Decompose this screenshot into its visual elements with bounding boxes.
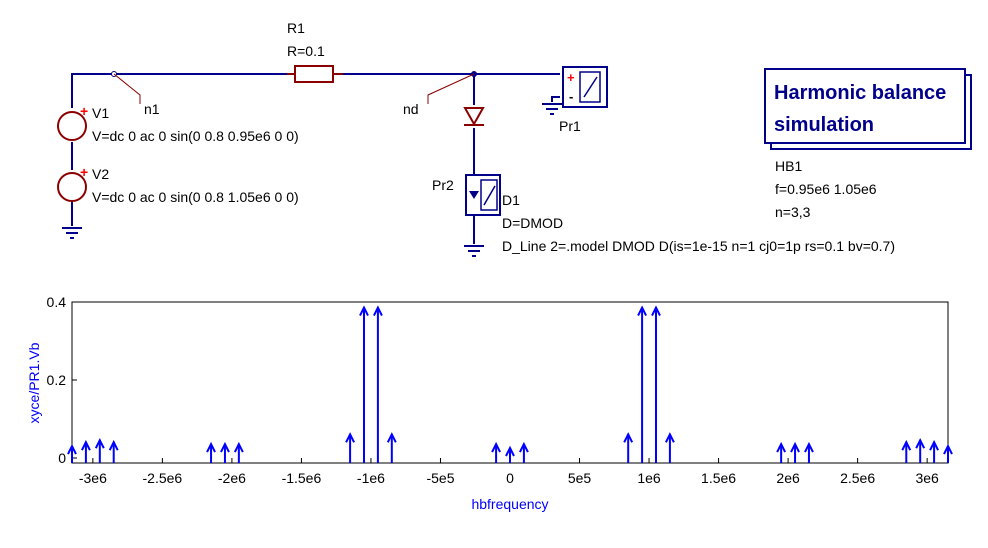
x-tick-label: -1.5e6 [282,470,322,486]
d1-line[interactable]: D_Line 2=.model DMOD D(is=1e-15 n=1 cj0=… [502,238,895,254]
pr2-label[interactable]: Pr2 [432,177,454,193]
ground-icon [62,227,82,239]
v2-params[interactable]: V=dc 0 ac 0 sin(0 0.8 1.05e6 0 0) [92,189,299,205]
stem-point [901,439,912,463]
hb-simulation-box[interactable]: Harmonic balance simulation [764,68,972,150]
x-tick-label: -5e5 [426,470,454,486]
stem-point [67,443,77,463]
stem-point [359,305,369,463]
hb-n[interactable]: n=3,3 [775,204,811,220]
v1-name[interactable]: V1 [92,105,109,121]
stem-point [206,441,216,463]
pr1-minus-sign: - [569,89,573,104]
stem-point [929,439,939,463]
stem-point [804,441,814,463]
schematic: n1 nd R1 R=0.1 + V1 V=dc 0 ac 0 sin(0 0.… [57,20,972,257]
stem-point [915,437,926,463]
node-label-nd[interactable]: nd [403,101,419,117]
ground-icon [542,103,562,115]
stem-point [651,305,661,463]
wire-pr1-ground[interactable] [551,96,560,102]
diode-d1[interactable] [463,107,485,127]
stem-point [345,432,355,463]
wire-top-left[interactable] [71,73,295,108]
hb-title-line1: Harmonic balance [774,82,946,104]
x-tick-label: 0 [506,470,514,486]
x-axis: -3e6 -2.5e6 -2e6 -1.5e6 -1e6 -5e5 0 5e5 1e6 1.5e6… [79,458,939,486]
stem-point [108,439,119,463]
x-tick-label: 2.5e6 [840,470,875,486]
x-tick-label: 1.5e6 [701,470,736,486]
probe-pr1[interactable] [562,66,608,108]
stem-point [776,441,787,463]
x-tick-label: 1e6 [637,470,661,486]
pr1-plus-sign: + [567,70,575,85]
x-tick-label: 2e6 [776,470,800,486]
stem-point [505,445,515,463]
nd-leader [427,73,475,104]
stem-point [790,441,800,463]
stem-point [943,443,953,463]
source-v1[interactable] [57,111,87,141]
x-axis-label: hbfrequency [471,496,548,512]
v1-plus-sign: + [80,103,88,119]
stem-point [623,432,634,463]
x-tick-label: -2e6 [218,470,246,486]
stem-point [373,305,383,463]
n1-leader [113,73,141,104]
stem-point [637,305,647,463]
x-tick-label: -2.5e6 [143,470,183,486]
resistor-r1[interactable] [294,65,334,83]
x-tick-label: -3e6 [79,470,107,486]
r1-value[interactable]: R=0.1 [287,43,325,59]
x-tick-label: 5e5 [568,470,592,486]
x-tick-label: 3e6 [915,470,939,486]
d1-name[interactable]: D1 [502,192,520,208]
stem-point [94,437,105,463]
chart-spectrum[interactable]: -3e6 -2.5e6 -2e6 -1.5e6 -1e6 -5e5 0 5e5 1e6 1.5e6… [26,294,953,512]
stem-point [491,441,501,463]
chart-frame [71,301,949,464]
v1-params[interactable]: V=dc 0 ac 0 sin(0 0.8 0.95e6 0 0) [92,128,299,144]
hb-title-line2: simulation [774,114,874,136]
node-label-n1[interactable]: n1 [144,101,160,117]
stem-point [386,432,397,463]
hb-name[interactable]: HB1 [775,158,802,174]
stem-point [233,441,244,463]
y-tick-label: 0.4 [47,294,67,310]
pr1-label[interactable]: Pr1 [559,118,581,134]
probe-pr2[interactable] [465,174,501,216]
x-tick-label: -1e6 [357,470,385,486]
stem-point [665,432,675,463]
source-v2[interactable] [57,172,87,202]
chart-stems [67,305,953,463]
v2-name[interactable]: V2 [92,166,109,182]
y-tick-label: 0 [58,450,66,466]
stem-point [519,441,529,463]
v2-plus-sign: + [80,164,88,180]
y-axis-label: xyce/PR1.Vb [26,342,42,423]
y-axis: 0 0.2 0.4 [47,294,77,466]
d1-model[interactable]: D=DMOD [502,215,563,231]
y-tick-label: 0.2 [47,372,67,388]
stem-point [81,439,91,463]
stem-point [220,441,230,463]
ground-icon [464,245,484,257]
r1-name[interactable]: R1 [287,20,305,36]
hb-freq[interactable]: f=0.95e6 1.05e6 [775,181,877,197]
